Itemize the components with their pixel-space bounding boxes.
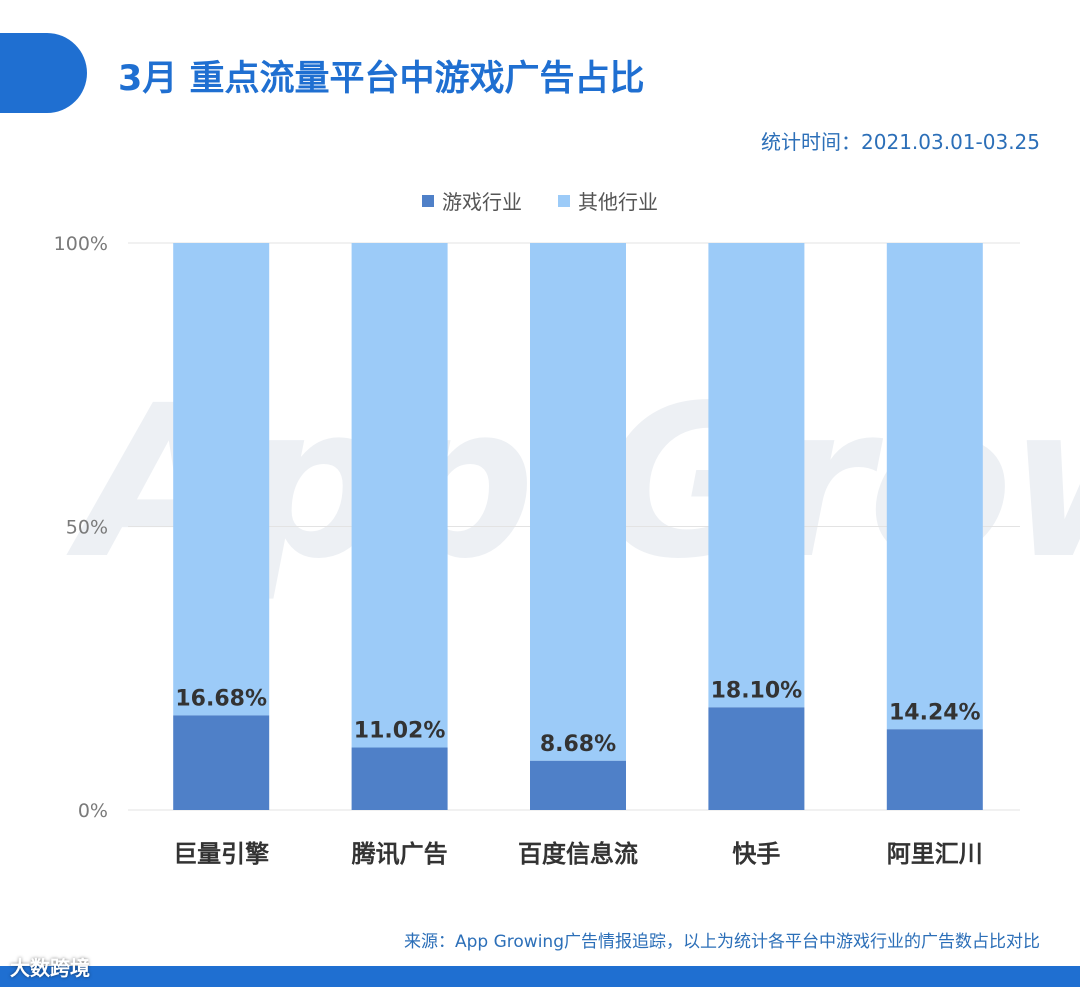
data-label: 11.02% bbox=[354, 719, 446, 744]
page-title: 3月 重点流量平台中游戏广告占比 bbox=[118, 59, 645, 99]
y-tick-label: 100% bbox=[54, 233, 108, 255]
bar-other bbox=[351, 243, 448, 748]
category-label: 百度信息流 bbox=[518, 840, 638, 868]
stacked-bar-chart: 0% 50% 100% 16.68% 巨量引擎 11.02% 腾讯广告 8.68% 百度信息流 1… bbox=[54, 233, 1020, 868]
bar-game bbox=[530, 760, 626, 810]
bar-other bbox=[173, 243, 270, 716]
title-accent-tab bbox=[0, 33, 87, 113]
bar-game bbox=[173, 715, 270, 810]
corner-watermark: 大数跨境 bbox=[10, 956, 90, 980]
legend-label-other: 其他行业 bbox=[578, 190, 658, 214]
bar-other bbox=[708, 243, 805, 708]
bottom-accent-bar bbox=[0, 966, 1080, 987]
bar-game bbox=[351, 747, 448, 810]
legend-item-game: 游戏行业 bbox=[422, 186, 522, 215]
data-label: 18.10% bbox=[711, 678, 803, 703]
bar-game bbox=[886, 729, 983, 810]
legend-item-other: 其他行业 bbox=[558, 186, 658, 215]
chart-legend: 游戏行业 其他行业 bbox=[0, 186, 1080, 215]
bar-other bbox=[530, 243, 626, 761]
category-label: 巨量引擎 bbox=[173, 840, 269, 868]
source-note: 来源：App Growing广告情报追踪，以上为统计各平台中游戏行业的广告数占比… bbox=[404, 932, 1040, 952]
legend-label-game: 游戏行业 bbox=[442, 190, 522, 214]
category-label: 快手 bbox=[732, 840, 780, 868]
data-label: 16.68% bbox=[175, 686, 267, 711]
category-label: 阿里汇川 bbox=[887, 840, 983, 868]
stat-period: 统计时间：2021.03.01-03.25 bbox=[761, 130, 1040, 154]
legend-swatch-game bbox=[422, 194, 434, 207]
category-label: 腾讯广告 bbox=[352, 840, 448, 868]
bar-other bbox=[886, 243, 983, 730]
data-label: 14.24% bbox=[889, 700, 981, 725]
data-label: 8.68% bbox=[540, 732, 616, 757]
legend-swatch-other bbox=[558, 194, 570, 207]
y-tick-label: 50% bbox=[66, 517, 108, 539]
bar-game bbox=[708, 707, 805, 810]
y-tick-label: 0% bbox=[78, 800, 108, 822]
